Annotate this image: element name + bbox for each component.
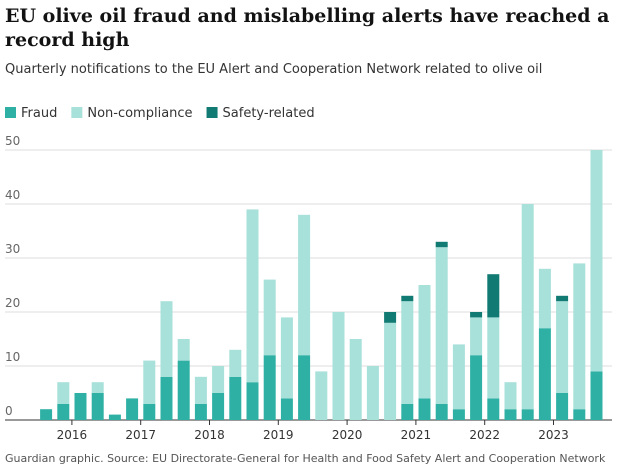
x-tick-label: 2019: [263, 428, 294, 442]
bar: [194, 403, 207, 420]
bar: [212, 366, 225, 393]
bar: [435, 403, 448, 420]
chart: Fraud Non-compliance Safety-related 0 10 20 30…: [5, 106, 612, 442]
bar: [143, 360, 156, 404]
bar: [229, 349, 242, 377]
bar: [521, 409, 534, 420]
x-tick-label: 2022: [469, 428, 500, 442]
bar: [538, 328, 551, 420]
legend-swatch: [5, 107, 16, 118]
bar: [470, 355, 483, 420]
bar: [573, 263, 586, 410]
bar: [418, 285, 431, 399]
y-tick-label: 30: [5, 242, 20, 256]
y-tick-label: 10: [5, 350, 20, 364]
bar: [435, 241, 448, 248]
y-tick-label: 50: [5, 134, 20, 148]
bar: [91, 382, 104, 393]
bar: [280, 398, 293, 420]
bar: [212, 393, 225, 420]
bar: [108, 414, 121, 420]
bar: [556, 301, 569, 393]
legend-label: Fraud: [21, 106, 57, 121]
bar: [401, 301, 414, 404]
bar: [366, 366, 379, 420]
y-tick-label: 40: [5, 188, 20, 202]
bar: [74, 393, 87, 420]
bar: [384, 322, 397, 420]
x-tick-label: 2016: [57, 428, 88, 442]
bar: [538, 268, 551, 329]
bar: [401, 295, 414, 302]
bar: [332, 312, 345, 420]
bar: [349, 339, 362, 420]
bar: [263, 279, 276, 356]
chart-title: EU olive oil fraud and mislabelling aler…: [5, 5, 610, 51]
bar: [487, 398, 500, 420]
source-note: Guardian graphic. Source: EU Directorate…: [5, 452, 606, 465]
bar: [298, 214, 311, 356]
bar: [504, 409, 517, 420]
y-tick-label: 0: [5, 404, 13, 418]
bar: [246, 209, 259, 383]
bar: [521, 204, 534, 410]
bar: [143, 403, 156, 420]
bar: [452, 344, 465, 410]
legend-label: Safety-related: [223, 106, 315, 121]
x-tick-label: 2020: [332, 428, 363, 442]
bar: [177, 360, 190, 420]
bar: [452, 409, 465, 420]
bar: [590, 371, 603, 420]
bar: [487, 274, 500, 318]
legend-swatch: [206, 107, 218, 118]
legend-swatch: [71, 107, 83, 118]
bar: [470, 312, 483, 318]
x-tick-label: 2017: [125, 428, 156, 442]
bar: [556, 295, 569, 302]
chart-subtitle: Quarterly notifications to the EU Alert …: [5, 62, 543, 77]
bar: [57, 382, 70, 404]
bar: [160, 376, 173, 420]
bar: [40, 409, 53, 420]
bar: [384, 312, 397, 323]
legend-label: Non-compliance: [87, 106, 192, 121]
bar: [556, 393, 569, 420]
bar: [470, 317, 483, 356]
bar: [298, 355, 311, 420]
bar: [160, 301, 173, 377]
y-tick-label: 20: [5, 296, 20, 310]
bar: [504, 382, 517, 410]
bar: [91, 393, 104, 420]
bar: [590, 150, 603, 372]
bar: [229, 376, 242, 420]
x-tick-label: 2023: [538, 428, 569, 442]
bar: [315, 371, 328, 420]
bar: [418, 398, 431, 420]
bar: [401, 403, 414, 420]
bar: [177, 339, 190, 361]
bar: [263, 355, 276, 420]
bar: [573, 409, 586, 420]
bar: [194, 376, 207, 404]
bar: [280, 317, 293, 399]
bar: [487, 317, 500, 399]
bar: [57, 403, 70, 420]
bar: [246, 382, 259, 420]
bar: [126, 398, 139, 420]
x-tick-label: 2018: [194, 428, 225, 442]
x-tick-label: 2021: [401, 428, 432, 442]
bar: [435, 247, 448, 404]
